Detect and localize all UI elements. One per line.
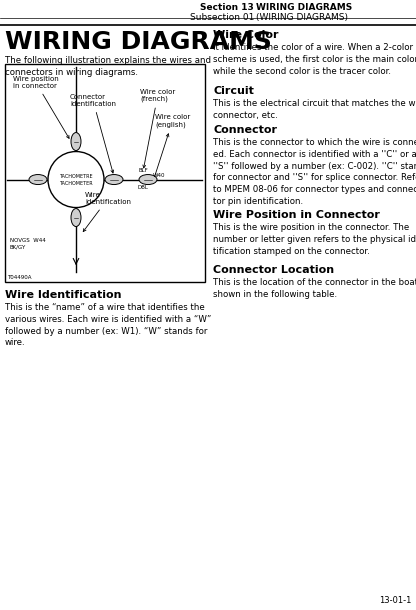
Text: Wire color
(french): Wire color (french) xyxy=(140,89,175,168)
Text: This is the wire position in the connector. The
number or letter given refers to: This is the wire position in the connect… xyxy=(213,223,416,256)
Text: T04490A: T04490A xyxy=(7,275,32,280)
Text: Circuit: Circuit xyxy=(213,86,254,96)
Text: NOVGS  W44: NOVGS W44 xyxy=(10,237,46,243)
Text: BLF: BLF xyxy=(138,168,148,173)
Text: The following illustration explains the wires and
connectors in wiring diagrams.: The following illustration explains the … xyxy=(5,56,211,77)
Text: It identifies the color of a wire. When a 2-color
scheme is used, the first colo: It identifies the color of a wire. When … xyxy=(213,43,416,76)
Bar xyxy=(5,64,205,282)
Text: This is the electrical circuit that matches the wire,
connector, etc.: This is the electrical circuit that matc… xyxy=(213,99,416,120)
Text: Subsection 01: Subsection 01 xyxy=(190,13,254,22)
Text: TACHOMETRE: TACHOMETRE xyxy=(59,174,93,179)
Text: Connector
identification: Connector identification xyxy=(70,94,116,173)
Text: This is the location of the connector in the boat, as
shown in the following tab: This is the location of the connector in… xyxy=(213,278,416,299)
Ellipse shape xyxy=(71,132,81,151)
Text: BK/GY: BK/GY xyxy=(10,245,26,249)
Text: Wire Identification: Wire Identification xyxy=(5,290,121,300)
Text: TACHOMETER: TACHOMETER xyxy=(59,181,93,186)
Text: (WIRING DIAGRAMS): (WIRING DIAGRAMS) xyxy=(256,13,348,22)
Text: W40: W40 xyxy=(153,173,166,178)
Text: This is the connector to which the wire is connect-
ed. Each connector is identi: This is the connector to which the wire … xyxy=(213,138,416,206)
Text: WIRING DIAGRAMS: WIRING DIAGRAMS xyxy=(5,30,272,54)
Text: This is the “name” of a wire that identifies the
various wires. Each wire is ide: This is the “name” of a wire that identi… xyxy=(5,303,211,348)
Text: Section 13: Section 13 xyxy=(200,3,254,12)
Text: Connector: Connector xyxy=(213,125,277,135)
Circle shape xyxy=(48,151,104,207)
Ellipse shape xyxy=(139,174,157,185)
Text: Connector Location: Connector Location xyxy=(213,265,334,275)
Text: Wire Position in Connector: Wire Position in Connector xyxy=(213,210,380,220)
Text: WIRING DIAGRAMS: WIRING DIAGRAMS xyxy=(256,3,352,12)
Ellipse shape xyxy=(105,174,123,185)
Text: 13-01-1: 13-01-1 xyxy=(379,596,411,605)
Text: Wire position
in connector: Wire position in connector xyxy=(13,76,69,138)
Ellipse shape xyxy=(71,209,81,226)
Text: Wire color
(english): Wire color (english) xyxy=(154,114,190,179)
Text: DBL: DBL xyxy=(138,185,149,190)
Text: Wire
identification: Wire identification xyxy=(83,192,131,232)
Text: Wire Color: Wire Color xyxy=(213,30,278,40)
Ellipse shape xyxy=(29,174,47,185)
